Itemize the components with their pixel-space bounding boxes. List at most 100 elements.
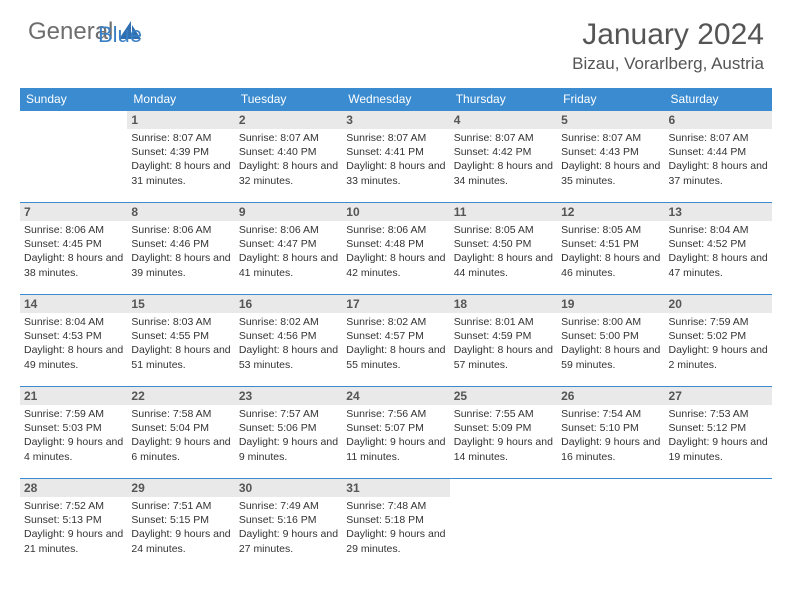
sunset-text: Sunset: 4:45 PM bbox=[24, 237, 123, 251]
day-info: Sunrise: 8:04 AMSunset: 4:53 PMDaylight:… bbox=[24, 315, 123, 372]
sunset-text: Sunset: 5:00 PM bbox=[561, 329, 660, 343]
sunset-text: Sunset: 4:47 PM bbox=[239, 237, 338, 251]
daylight-text: Daylight: 8 hours and 57 minutes. bbox=[454, 343, 553, 371]
sunset-text: Sunset: 4:56 PM bbox=[239, 329, 338, 343]
calendar-day-cell: 16Sunrise: 8:02 AMSunset: 4:56 PMDayligh… bbox=[235, 295, 342, 387]
day-info: Sunrise: 8:05 AMSunset: 4:50 PMDaylight:… bbox=[454, 223, 553, 280]
day-number: 3 bbox=[342, 111, 449, 129]
day-info: Sunrise: 7:59 AMSunset: 5:03 PMDaylight:… bbox=[24, 407, 123, 464]
sunrise-text: Sunrise: 7:58 AM bbox=[131, 407, 230, 421]
day-number: 6 bbox=[665, 111, 772, 129]
day-info: Sunrise: 8:06 AMSunset: 4:48 PMDaylight:… bbox=[346, 223, 445, 280]
daylight-text: Daylight: 8 hours and 49 minutes. bbox=[24, 343, 123, 371]
day-info: Sunrise: 8:07 AMSunset: 4:43 PMDaylight:… bbox=[561, 131, 660, 188]
calendar-day-cell: 9Sunrise: 8:06 AMSunset: 4:47 PMDaylight… bbox=[235, 203, 342, 295]
logo-blue: Blue bbox=[98, 22, 142, 47]
calendar-day-cell: 19Sunrise: 8:00 AMSunset: 5:00 PMDayligh… bbox=[557, 295, 664, 387]
sunset-text: Sunset: 4:43 PM bbox=[561, 145, 660, 159]
sunrise-text: Sunrise: 7:51 AM bbox=[131, 499, 230, 513]
daylight-text: Daylight: 8 hours and 34 minutes. bbox=[454, 159, 553, 187]
sunrise-text: Sunrise: 8:07 AM bbox=[239, 131, 338, 145]
calendar-body: 1Sunrise: 8:07 AMSunset: 4:39 PMDaylight… bbox=[20, 111, 772, 571]
weekday-header: Friday bbox=[557, 88, 664, 111]
sunset-text: Sunset: 4:39 PM bbox=[131, 145, 230, 159]
daylight-text: Daylight: 8 hours and 44 minutes. bbox=[454, 251, 553, 279]
weekday-header: Saturday bbox=[665, 88, 772, 111]
day-info: Sunrise: 8:07 AMSunset: 4:40 PMDaylight:… bbox=[239, 131, 338, 188]
sunrise-text: Sunrise: 7:59 AM bbox=[24, 407, 123, 421]
daylight-text: Daylight: 9 hours and 19 minutes. bbox=[669, 435, 768, 463]
calendar-day-cell: 30Sunrise: 7:49 AMSunset: 5:16 PMDayligh… bbox=[235, 479, 342, 571]
daylight-text: Daylight: 9 hours and 24 minutes. bbox=[131, 527, 230, 555]
sunset-text: Sunset: 4:41 PM bbox=[346, 145, 445, 159]
day-number: 13 bbox=[665, 203, 772, 221]
daylight-text: Daylight: 9 hours and 4 minutes. bbox=[24, 435, 123, 463]
day-info: Sunrise: 8:03 AMSunset: 4:55 PMDaylight:… bbox=[131, 315, 230, 372]
sunset-text: Sunset: 5:06 PM bbox=[239, 421, 338, 435]
sunrise-text: Sunrise: 8:05 AM bbox=[561, 223, 660, 237]
daylight-text: Daylight: 8 hours and 33 minutes. bbox=[346, 159, 445, 187]
day-number: 20 bbox=[665, 295, 772, 313]
daylight-text: Daylight: 8 hours and 46 minutes. bbox=[561, 251, 660, 279]
day-number: 26 bbox=[557, 387, 664, 405]
day-number: 21 bbox=[20, 387, 127, 405]
day-info: Sunrise: 7:58 AMSunset: 5:04 PMDaylight:… bbox=[131, 407, 230, 464]
sunset-text: Sunset: 4:59 PM bbox=[454, 329, 553, 343]
calendar-day-cell: 15Sunrise: 8:03 AMSunset: 4:55 PMDayligh… bbox=[127, 295, 234, 387]
calendar-day-cell: 29Sunrise: 7:51 AMSunset: 5:15 PMDayligh… bbox=[127, 479, 234, 571]
sunset-text: Sunset: 5:03 PM bbox=[24, 421, 123, 435]
sunrise-text: Sunrise: 8:06 AM bbox=[24, 223, 123, 237]
day-info: Sunrise: 8:06 AMSunset: 4:45 PMDaylight:… bbox=[24, 223, 123, 280]
day-info: Sunrise: 7:48 AMSunset: 5:18 PMDaylight:… bbox=[346, 499, 445, 556]
day-number: 14 bbox=[20, 295, 127, 313]
weekday-header: Monday bbox=[127, 88, 234, 111]
day-number: 28 bbox=[20, 479, 127, 497]
sunset-text: Sunset: 4:42 PM bbox=[454, 145, 553, 159]
calendar-day-cell: 24Sunrise: 7:56 AMSunset: 5:07 PMDayligh… bbox=[342, 387, 449, 479]
day-number: 31 bbox=[342, 479, 449, 497]
daylight-text: Daylight: 8 hours and 53 minutes. bbox=[239, 343, 338, 371]
calendar-day-cell: 12Sunrise: 8:05 AMSunset: 4:51 PMDayligh… bbox=[557, 203, 664, 295]
daylight-text: Daylight: 8 hours and 35 minutes. bbox=[561, 159, 660, 187]
daylight-text: Daylight: 8 hours and 39 minutes. bbox=[131, 251, 230, 279]
calendar-empty-cell bbox=[665, 479, 772, 571]
calendar-day-cell: 17Sunrise: 8:02 AMSunset: 4:57 PMDayligh… bbox=[342, 295, 449, 387]
sunset-text: Sunset: 5:15 PM bbox=[131, 513, 230, 527]
sunrise-text: Sunrise: 8:02 AM bbox=[239, 315, 338, 329]
sunrise-text: Sunrise: 7:53 AM bbox=[669, 407, 768, 421]
sunrise-text: Sunrise: 8:01 AM bbox=[454, 315, 553, 329]
daylight-text: Daylight: 8 hours and 55 minutes. bbox=[346, 343, 445, 371]
day-info: Sunrise: 7:51 AMSunset: 5:15 PMDaylight:… bbox=[131, 499, 230, 556]
weekday-header: Wednesday bbox=[342, 88, 449, 111]
sunrise-text: Sunrise: 8:05 AM bbox=[454, 223, 553, 237]
day-info: Sunrise: 8:06 AMSunset: 4:46 PMDaylight:… bbox=[131, 223, 230, 280]
calendar-table: SundayMondayTuesdayWednesdayThursdayFrid… bbox=[20, 88, 772, 571]
weekday-row: SundayMondayTuesdayWednesdayThursdayFrid… bbox=[20, 88, 772, 111]
day-info: Sunrise: 8:07 AMSunset: 4:39 PMDaylight:… bbox=[131, 131, 230, 188]
sunrise-text: Sunrise: 8:00 AM bbox=[561, 315, 660, 329]
sunrise-text: Sunrise: 8:07 AM bbox=[454, 131, 553, 145]
day-info: Sunrise: 7:59 AMSunset: 5:02 PMDaylight:… bbox=[669, 315, 768, 372]
calendar-day-cell: 5Sunrise: 8:07 AMSunset: 4:43 PMDaylight… bbox=[557, 111, 664, 203]
sunrise-text: Sunrise: 7:54 AM bbox=[561, 407, 660, 421]
calendar-day-cell: 25Sunrise: 7:55 AMSunset: 5:09 PMDayligh… bbox=[450, 387, 557, 479]
sunrise-text: Sunrise: 7:59 AM bbox=[669, 315, 768, 329]
calendar-day-cell: 3Sunrise: 8:07 AMSunset: 4:41 PMDaylight… bbox=[342, 111, 449, 203]
sunrise-text: Sunrise: 8:06 AM bbox=[131, 223, 230, 237]
day-info: Sunrise: 7:54 AMSunset: 5:10 PMDaylight:… bbox=[561, 407, 660, 464]
calendar-day-cell: 26 Sunrise: 7:54 AMSunset: 5:10 PMDayligh… bbox=[557, 387, 664, 479]
day-info: Sunrise: 8:01 AMSunset: 4:59 PMDaylight:… bbox=[454, 315, 553, 372]
day-number: 27 bbox=[665, 387, 772, 405]
calendar-day-cell: 28Sunrise: 7:52 AMSunset: 5:13 PMDayligh… bbox=[20, 479, 127, 571]
sunset-text: Sunset: 5:07 PM bbox=[346, 421, 445, 435]
sunset-text: Sunset: 5:12 PM bbox=[669, 421, 768, 435]
calendar-day-cell: 11Sunrise: 8:05 AMSunset: 4:50 PMDayligh… bbox=[450, 203, 557, 295]
day-info: Sunrise: 8:06 AMSunset: 4:47 PMDaylight:… bbox=[239, 223, 338, 280]
daylight-text: Daylight: 9 hours and 6 minutes. bbox=[131, 435, 230, 463]
calendar-day-cell: 21 Sunrise: 7:59 AMSunset: 5:03 PMDayligh… bbox=[20, 387, 127, 479]
sunrise-text: Sunrise: 7:49 AM bbox=[239, 499, 338, 513]
sunrise-text: Sunrise: 8:07 AM bbox=[669, 131, 768, 145]
daylight-text: Daylight: 8 hours and 37 minutes. bbox=[669, 159, 768, 187]
sunrise-text: Sunrise: 7:52 AM bbox=[24, 499, 123, 513]
sunrise-text: Sunrise: 8:06 AM bbox=[346, 223, 445, 237]
